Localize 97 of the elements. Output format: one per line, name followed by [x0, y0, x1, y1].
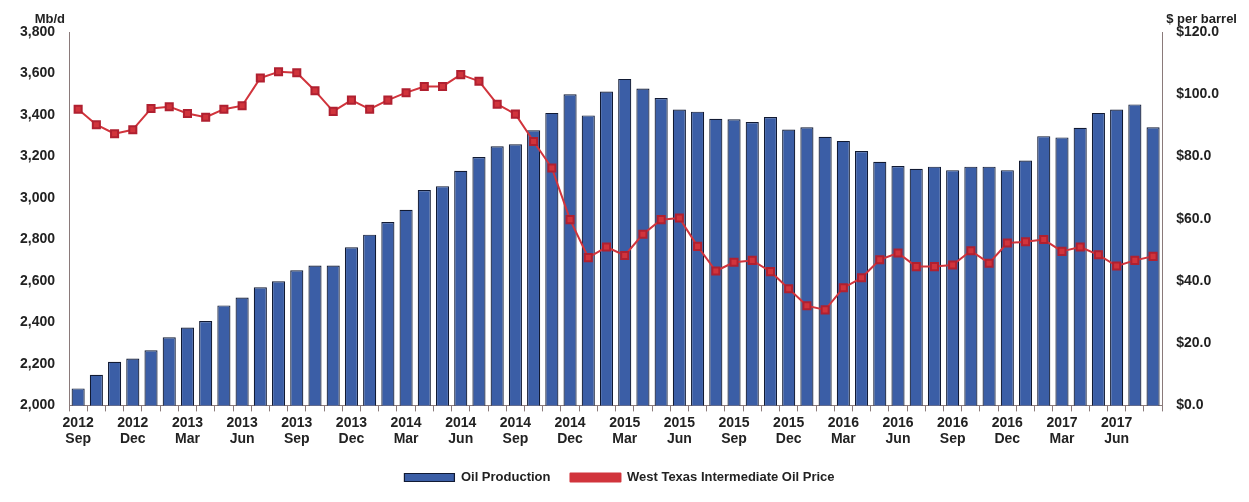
point [346, 95, 356, 105]
point [492, 99, 502, 109]
point [1075, 242, 1085, 252]
point [565, 215, 575, 225]
x-tick-label: 2012 Dec [117, 413, 149, 447]
x-tick-label: 2015 Jun [663, 413, 696, 447]
point [620, 250, 630, 260]
point [1112, 261, 1122, 271]
point [1002, 238, 1012, 248]
point [765, 267, 776, 277]
point [1021, 237, 1031, 247]
point [474, 76, 484, 86]
point [1093, 250, 1103, 260]
point [456, 70, 466, 80]
point [820, 305, 830, 315]
y2-tick-label: $100.0 [1176, 85, 1220, 102]
x-tick-label: 2014 Jun [445, 413, 477, 447]
point [91, 120, 101, 130]
x-tick-label: 2013 Mar [171, 413, 204, 447]
point [638, 229, 648, 239]
point [201, 112, 211, 122]
y2-tick-label: $20.0 [1176, 334, 1212, 351]
point [1130, 255, 1140, 265]
point [437, 81, 448, 91]
point [693, 241, 703, 251]
x-tick-label: 2016 Mar [827, 413, 860, 447]
y-tick-label: 2,400 [19, 313, 56, 330]
legend-label: West Texas Intermediate Oil Price [626, 469, 835, 485]
point [747, 255, 757, 265]
x-tick-label: 2016 Sep [937, 413, 969, 447]
point [1148, 251, 1158, 261]
y2-tick-label: $80.0 [1176, 147, 1212, 164]
point [929, 262, 939, 272]
x-tick-label: 2014 Sep [499, 413, 532, 447]
point [966, 246, 976, 256]
x-tick-label: 2014 Dec [554, 413, 586, 447]
point [984, 258, 994, 268]
y-tick-label: 3,200 [19, 147, 56, 164]
point [875, 255, 885, 265]
y2-tick-label: $60.0 [1176, 209, 1212, 226]
point [583, 253, 593, 263]
x-tick-label: 2017 Jun [1101, 413, 1133, 447]
y-tick-label: 2,000 [19, 396, 56, 413]
point [328, 106, 338, 116]
point [674, 213, 684, 223]
x-tick-label: 2013 Dec [335, 413, 368, 447]
x-tick-label: 2014 Mar [390, 413, 422, 447]
y-tick-label: 2,200 [19, 354, 56, 371]
legend-label: Oil Production [460, 469, 551, 485]
point [237, 101, 247, 111]
point [911, 262, 921, 272]
x-tick-label: 2016 Jun [882, 413, 914, 447]
point [711, 266, 721, 276]
point [73, 104, 83, 114]
y-tick-label: 3,000 [19, 188, 56, 205]
y2-tick-label: $0.0 [1176, 396, 1204, 413]
point [838, 283, 848, 293]
point [893, 248, 903, 258]
point [601, 242, 612, 252]
point [182, 108, 192, 119]
point [510, 109, 520, 119]
point [128, 125, 138, 135]
y-tick-label: 2,600 [19, 271, 56, 288]
point [419, 81, 429, 91]
point [292, 68, 302, 78]
y-tick-label: 3,400 [19, 105, 56, 122]
point [401, 88, 411, 98]
point [110, 129, 120, 139]
point [365, 104, 375, 114]
y-tick-label: 3,600 [19, 64, 56, 81]
x-tick-label: 2015 Dec [773, 413, 805, 447]
point [310, 86, 320, 96]
point [1057, 246, 1067, 256]
point [784, 284, 794, 294]
point [547, 163, 557, 173]
point [146, 104, 156, 114]
point [529, 137, 539, 147]
point [255, 73, 265, 83]
x-tick-label: 2017 Mar [1046, 413, 1078, 447]
point [656, 215, 666, 225]
x-tick-label: 2013 Jun [226, 413, 258, 447]
x-tick-label: 2015 Mar [609, 413, 641, 447]
point [948, 260, 958, 270]
y2-tick-label: $40.0 [1176, 271, 1212, 288]
point [274, 67, 284, 77]
y-tick-label: 2,800 [19, 230, 56, 247]
point [1039, 235, 1049, 245]
point [164, 102, 174, 112]
point [729, 257, 739, 267]
x-tick-label: 2015 Sep [718, 413, 750, 447]
x-tick-label: 2016 Dec [991, 413, 1024, 447]
point [383, 95, 393, 105]
x-tick-label: 2012 Sep [62, 413, 94, 447]
point [219, 104, 229, 114]
x-tick-label: 2013 Sep [281, 413, 313, 447]
point [857, 273, 867, 283]
point [802, 301, 812, 311]
